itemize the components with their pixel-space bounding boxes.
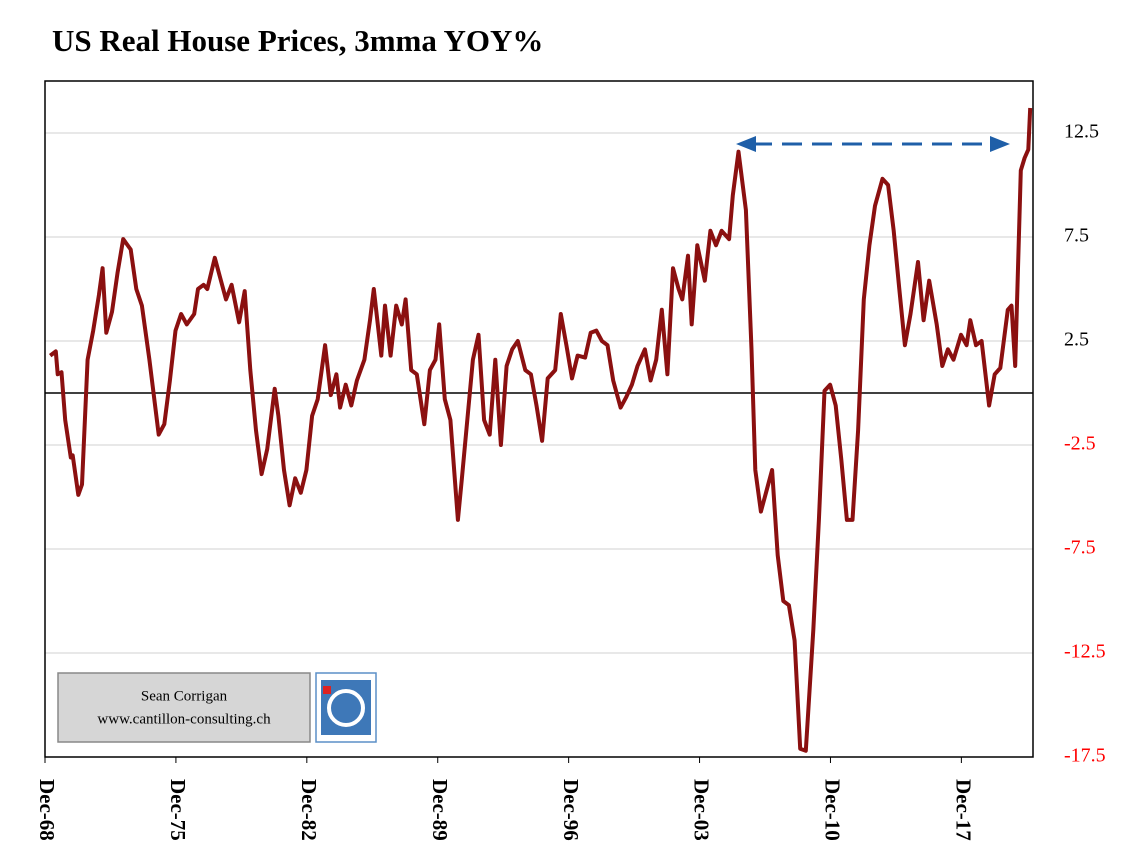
- lines: [48, 107, 1033, 753]
- data-line: [48, 107, 1033, 753]
- grid: [44, 132, 1033, 763]
- x-tick-label: Dec-10: [821, 779, 845, 841]
- y-tick-label: 12.5: [1064, 121, 1099, 143]
- y-tick-label: -12.5: [1064, 641, 1106, 663]
- y-tick-label: -7.5: [1064, 537, 1096, 559]
- x-tick-label: Dec-68: [35, 779, 59, 841]
- chart-title: US Real House Prices, 3mma YOY%: [52, 23, 543, 58]
- annotation-arrow: [736, 136, 1010, 152]
- x-tick-label: Dec-96: [559, 779, 583, 841]
- plot-frame: [44, 80, 1034, 758]
- watermark-name: Sean Corrigan: [141, 688, 228, 704]
- x-tick-label: Dec-03: [690, 779, 714, 841]
- watermark-url: www.cantillon-consulting.ch: [97, 711, 271, 727]
- y-tick-label: -17.5: [1064, 745, 1106, 767]
- y-tick-label: 2.5: [1064, 329, 1089, 351]
- watermark: Sean Corrigan www.cantillon-consulting.c…: [57, 672, 377, 743]
- x-tick-label: Dec-89: [428, 779, 452, 841]
- x-tick-label: Dec-75: [166, 779, 190, 841]
- y-tick-label: 7.5: [1064, 225, 1089, 247]
- y-tick-label: -2.5: [1064, 433, 1096, 455]
- x-tick-label: Dec-17: [952, 779, 976, 841]
- x-tick-label: Dec-82: [297, 779, 321, 841]
